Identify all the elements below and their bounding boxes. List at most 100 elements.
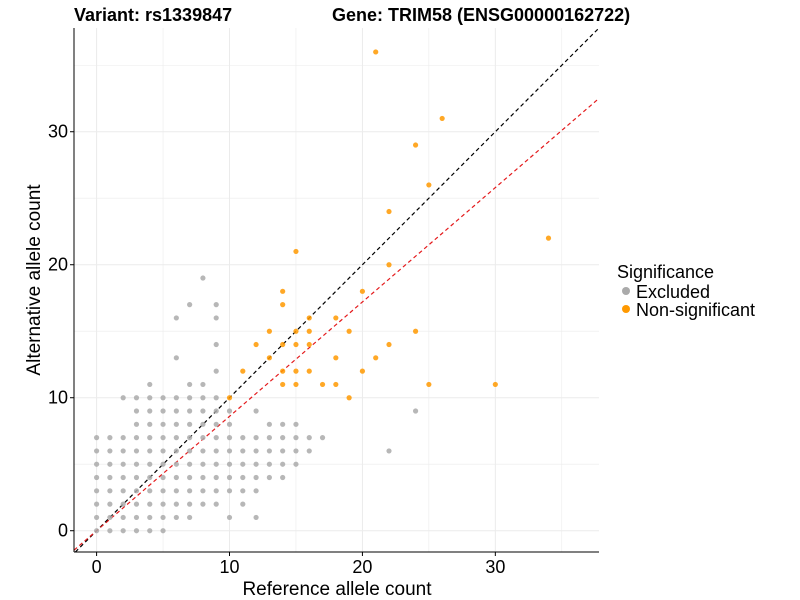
data-point — [306, 435, 312, 441]
data-point — [412, 328, 419, 334]
data-point — [280, 435, 286, 441]
legend-marker-excluded — [622, 287, 630, 295]
data-point — [200, 435, 206, 441]
data-point — [412, 408, 419, 414]
data-point — [280, 381, 286, 388]
data-point — [266, 435, 272, 441]
data-point — [386, 341, 392, 348]
data-point — [147, 501, 153, 507]
data-point — [187, 501, 193, 507]
y-tick-label: 10 — [48, 388, 68, 408]
data-point — [173, 448, 179, 454]
data-point — [120, 528, 126, 534]
data-point — [280, 341, 286, 348]
data-point — [319, 435, 326, 441]
data-point — [240, 488, 246, 494]
data-point — [173, 355, 179, 361]
data-point — [120, 501, 126, 507]
data-point — [266, 474, 272, 481]
data-point — [173, 408, 179, 414]
data-point — [160, 435, 166, 441]
data-point — [147, 381, 153, 388]
data-point — [93, 528, 100, 534]
data-point — [333, 381, 339, 388]
data-point — [160, 514, 166, 521]
data-point — [147, 528, 153, 534]
data-point — [107, 501, 113, 507]
data-point — [293, 248, 299, 255]
data-point — [187, 302, 193, 308]
data-point — [293, 421, 299, 427]
grid-lines — [74, 28, 599, 552]
data-point — [93, 435, 100, 441]
data-point — [213, 408, 219, 414]
data-point — [280, 461, 286, 467]
data-point — [359, 288, 366, 294]
data-point — [173, 514, 179, 521]
y-tick-label: 0 — [58, 521, 68, 541]
data-point — [226, 461, 233, 467]
x-tick-label: 0 — [92, 557, 102, 577]
data-point — [133, 474, 140, 481]
data-point — [226, 408, 233, 414]
data-point — [147, 461, 153, 467]
legend-marker-non-significant — [622, 305, 630, 313]
data-point — [120, 395, 126, 401]
data-point — [492, 381, 498, 388]
data-point — [266, 421, 272, 427]
y-tick-label: 30 — [48, 122, 68, 142]
data-point — [133, 501, 140, 507]
data-point — [200, 501, 206, 507]
data-point — [346, 328, 352, 334]
data-point — [280, 474, 286, 481]
x-axis-title: Reference allele count — [242, 579, 432, 600]
x-tick-label: 10 — [219, 557, 239, 577]
data-point — [173, 435, 179, 441]
data-point — [253, 448, 259, 454]
data-point — [133, 408, 140, 414]
data-point — [187, 488, 193, 494]
data-point — [293, 461, 299, 467]
data-point — [200, 488, 206, 494]
data-point — [187, 395, 193, 401]
data-point — [187, 514, 193, 521]
data-points — [93, 49, 552, 534]
data-point — [293, 381, 299, 388]
data-point — [160, 474, 166, 481]
data-point — [200, 275, 206, 281]
data-point — [120, 461, 126, 467]
data-point — [107, 448, 113, 454]
data-point — [213, 448, 219, 454]
data-point — [280, 448, 286, 454]
data-point — [133, 448, 140, 454]
data-point — [213, 474, 219, 481]
data-point — [187, 461, 193, 467]
data-point — [173, 395, 179, 401]
data-point — [160, 528, 166, 534]
data-point — [147, 514, 153, 521]
data-point — [120, 448, 126, 454]
data-point — [133, 435, 140, 441]
data-point — [160, 461, 166, 467]
data-point — [412, 142, 419, 148]
data-point — [147, 474, 153, 481]
data-point — [160, 501, 166, 507]
data-point — [253, 514, 259, 521]
data-point — [133, 514, 140, 521]
data-point — [93, 501, 100, 507]
data-point — [173, 461, 179, 467]
data-point — [333, 315, 339, 321]
data-point — [240, 461, 246, 467]
data-point — [373, 355, 379, 361]
data-point — [160, 395, 166, 401]
data-point — [306, 315, 312, 321]
data-point — [173, 488, 179, 494]
data-point — [147, 435, 153, 441]
data-point — [200, 421, 206, 427]
data-point — [173, 315, 179, 321]
data-point — [439, 115, 445, 122]
data-point — [386, 208, 392, 215]
data-point — [240, 448, 246, 454]
data-point — [200, 381, 206, 388]
data-point — [187, 474, 193, 481]
